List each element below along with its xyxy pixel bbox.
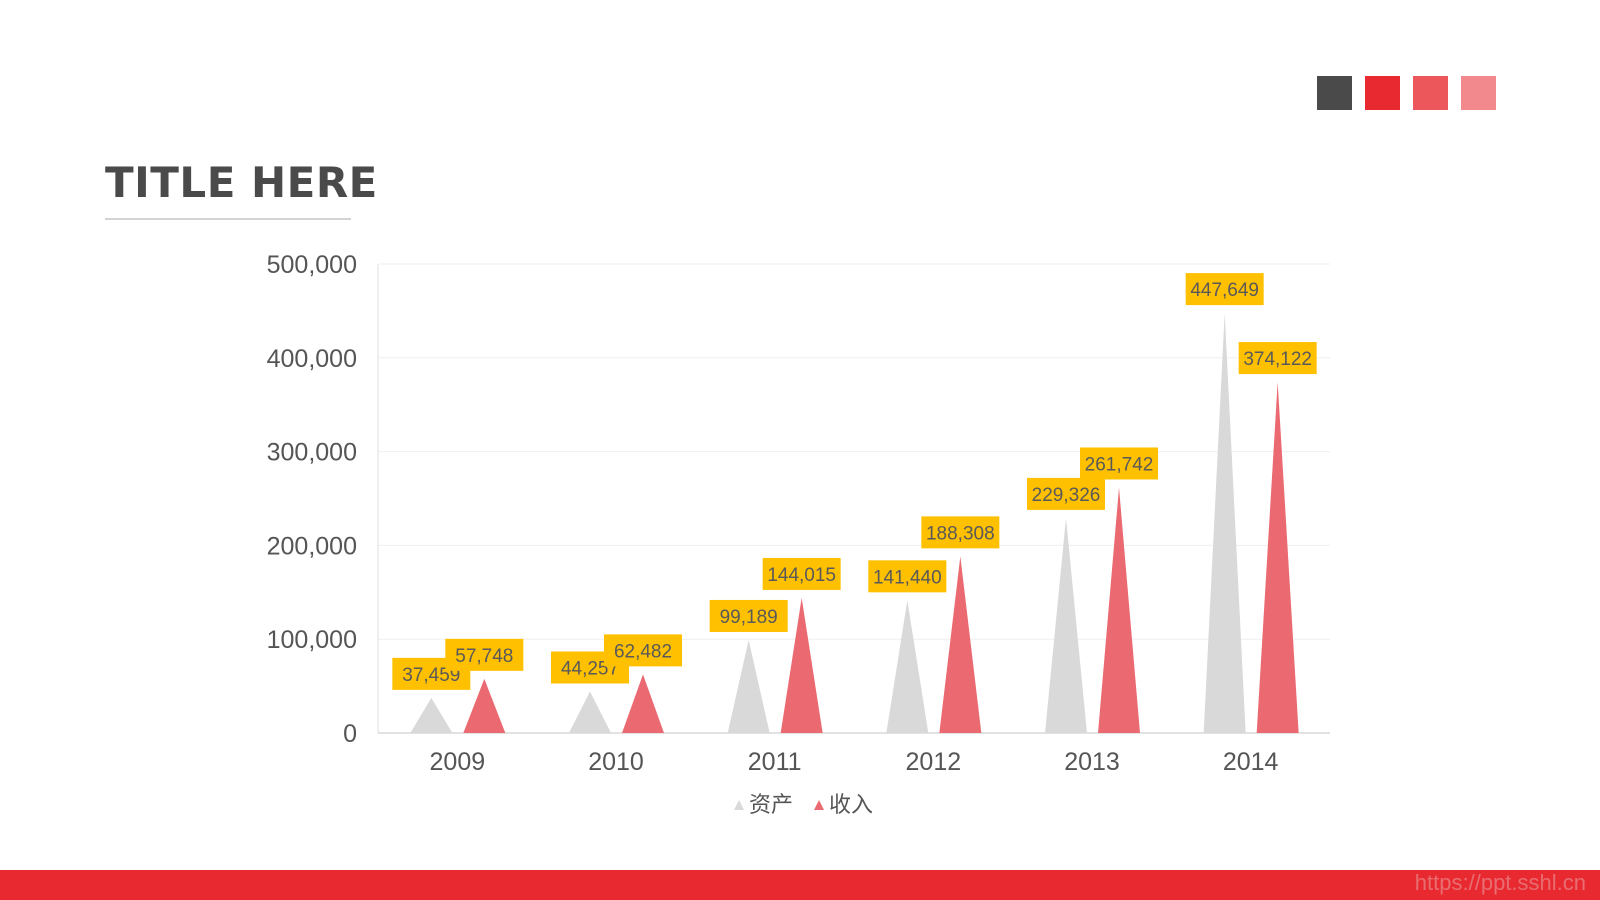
bar-triangle-revenue	[939, 556, 982, 733]
y-tick-label: 400,000	[267, 345, 357, 373]
title-underline	[105, 218, 351, 220]
data-label: 144,015	[767, 565, 836, 586]
data-label: 447,649	[1190, 280, 1259, 301]
bar-triangle-assets	[886, 600, 929, 733]
legend-marker	[734, 800, 744, 810]
y-tick-label: 300,000	[267, 439, 357, 467]
data-label: 141,440	[873, 567, 942, 588]
data-label: 374,122	[1243, 349, 1312, 370]
data-label-box	[1185, 273, 1264, 306]
data-label: 261,742	[1085, 454, 1154, 475]
data-label-box	[445, 638, 524, 671]
x-tick-label: 2012	[906, 748, 962, 776]
legend-label: 资产	[749, 793, 793, 818]
data-label: 62,482	[614, 641, 672, 662]
bar-triangle-revenue	[1256, 382, 1299, 733]
footer-bar	[0, 870, 1600, 900]
data-label-box	[921, 516, 1000, 549]
bar-triangle-assets	[727, 639, 770, 733]
color-swatches	[1317, 76, 1496, 110]
data-label: 188,308	[926, 523, 995, 544]
swatch-red	[1365, 76, 1400, 110]
bar-triangle-assets	[569, 691, 611, 733]
x-tick-label: 2010	[588, 748, 644, 776]
y-tick-label: 200,000	[267, 532, 357, 560]
bar-triangle-assets	[1045, 517, 1087, 733]
data-label-box	[709, 599, 788, 632]
x-tick-label: 2014	[1223, 748, 1279, 776]
data-label-box	[868, 560, 947, 593]
bar-triangle-assets	[410, 697, 453, 733]
swatch-coral	[1413, 76, 1448, 110]
bar-triangle-assets	[1203, 313, 1246, 733]
y-tick-label: 100,000	[267, 626, 357, 654]
x-tick-label: 2011	[748, 748, 802, 776]
bar-triangle-revenue	[463, 678, 506, 733]
data-label: 57,748	[455, 646, 513, 667]
x-tick-label: 2013	[1064, 748, 1120, 776]
data-label: 229,326	[1032, 485, 1101, 506]
data-label-box	[1238, 342, 1317, 375]
data-label-box	[1080, 447, 1158, 480]
data-label-box	[762, 557, 841, 590]
swatch-pink	[1461, 76, 1496, 110]
y-tick-label: 0	[343, 720, 357, 748]
swatch-dark	[1317, 76, 1352, 110]
legend-label: 收入	[829, 793, 873, 818]
bar-triangle-revenue	[622, 674, 664, 733]
legend-marker	[814, 800, 824, 810]
data-label-box	[1027, 477, 1105, 510]
x-tick-label: 2009	[430, 748, 486, 776]
bar-triangle-revenue	[780, 597, 823, 733]
y-tick-label: 500,000	[267, 251, 357, 279]
data-label: 99,189	[720, 607, 778, 628]
watermark-text: https://ppt.sshl.cn	[1414, 870, 1586, 895]
data-label-box	[604, 634, 682, 667]
bar-triangle-revenue	[1098, 487, 1140, 733]
page-title: TITLE HERE	[105, 158, 378, 207]
